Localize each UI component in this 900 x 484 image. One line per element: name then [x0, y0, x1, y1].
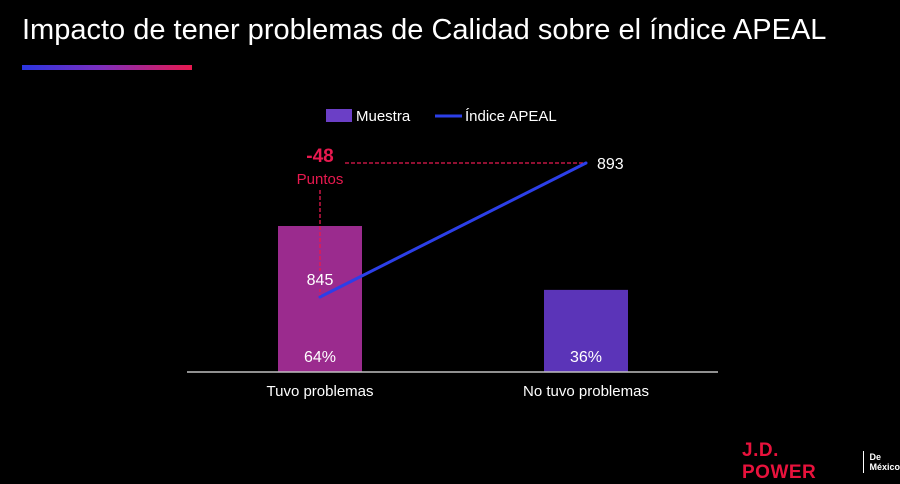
- jd-power-logo: J.D. POWER De México: [742, 440, 900, 484]
- apeal-value-label-1: 845: [307, 272, 334, 289]
- chart: Muestra Índice APEAL -48 Puntos 64% Tuvo p…: [187, 108, 718, 400]
- apeal-value-label-2: 893: [597, 156, 624, 173]
- page-title: Impacto de tener problemas de Calidad so…: [22, 14, 827, 46]
- apeal-line-series: [318, 161, 588, 299]
- logo-sub-line-1: De: [869, 452, 881, 462]
- legend-label-muestra: Muestra: [356, 108, 411, 125]
- logo-separator: [862, 451, 865, 473]
- annotation-text: Puntos: [297, 171, 344, 188]
- bar-value-label-2: 36%: [570, 349, 602, 366]
- x-tick-label-1: Tuvo problemas: [267, 383, 374, 400]
- title-accent-bar: [22, 65, 192, 70]
- bar-value-label-1: 64%: [304, 349, 336, 366]
- x-tick-label-2: No tuvo problemas: [523, 383, 649, 400]
- annotation-value: -48: [306, 146, 333, 167]
- difference-annotation: -48 Puntos: [297, 146, 586, 297]
- legend-label-apeal: Índice APEAL: [465, 108, 557, 125]
- bar-2: [544, 289, 628, 372]
- logo-subtext: De México: [869, 452, 900, 472]
- legend-swatch-muestra: [326, 109, 352, 122]
- apeal-point-2: [584, 161, 588, 165]
- legend: Muestra Índice APEAL: [326, 108, 557, 125]
- apeal-point-1: [318, 295, 322, 299]
- labels-group: 64% Tuvo problemas 36% No tuvo problemas 845…: [267, 156, 649, 400]
- logo-wordmark: J.D. POWER: [742, 440, 817, 483]
- logo-sub-line-2: México: [869, 462, 900, 472]
- apeal-line: [319, 161, 587, 299]
